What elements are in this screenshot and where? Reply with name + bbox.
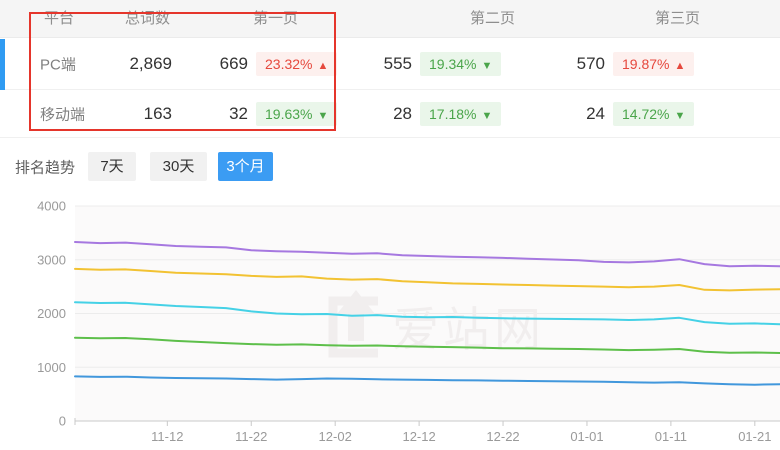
page1-count: 32	[229, 103, 248, 123]
trend-percent: 19.63%	[265, 105, 313, 122]
page2-trend-badge: 17.18% ▼	[420, 101, 502, 126]
page3-trend-badge: 14.72% ▼	[613, 101, 695, 126]
y-axis-tick-label: 1000	[37, 360, 66, 375]
series-line-blue	[74, 375, 780, 386]
y-axis-tick-label: 2000	[37, 306, 66, 321]
series-line-yellow	[74, 267, 780, 292]
x-axis-tick-label: 01-21	[738, 429, 771, 444]
arrow-down-icon: ▼	[481, 59, 493, 72]
page3-count: 24	[586, 103, 605, 123]
y-axis-tick-label: 4000	[37, 199, 66, 214]
page1-count: 669	[219, 53, 248, 73]
series-line-purple	[74, 241, 780, 268]
tab-7-days[interactable]: 7天	[88, 152, 136, 181]
page2-count: 28	[393, 103, 412, 123]
trend-percent: 19.87%	[622, 55, 670, 72]
tab-3-months[interactable]: 3个月	[218, 152, 273, 181]
trend-percent: 14.72%	[622, 105, 670, 122]
y-axis-tick-label: 3000	[37, 252, 66, 267]
arrow-down-icon: ▼	[317, 109, 329, 122]
x-axis-tick-label: 12-22	[486, 429, 519, 444]
table-row-pc[interactable]: PC端 2,869 669 23.32% ▲ 555 19.34% ▼ 570 19…	[0, 38, 780, 90]
series-line-cyan	[74, 301, 780, 326]
arrow-up-icon: ▲	[317, 59, 329, 72]
x-axis-tick-label: 12-02	[319, 429, 352, 444]
arrow-down-icon: ▼	[481, 109, 493, 122]
x-axis-tick-label: 01-01	[570, 429, 603, 444]
x-axis-tick-label: 01-11	[655, 429, 687, 444]
platform-label: PC端	[40, 56, 76, 73]
x-axis-tick-label: 12-12	[402, 429, 435, 444]
series-line-green	[74, 336, 780, 354]
trend-percent: 23.32%	[265, 55, 313, 72]
page1-trend-badge: 19.63% ▼	[256, 101, 338, 126]
col-header-page2: 第二页	[470, 10, 516, 27]
arrow-down-icon: ▼	[674, 109, 686, 122]
rank-trend-label: 排名趋势	[15, 159, 76, 176]
total-words-value: 163	[143, 103, 172, 123]
total-words-value: 2,869	[129, 53, 172, 73]
x-axis-tick-label: 11-22	[235, 429, 267, 444]
platform-label: 移动端	[40, 106, 86, 123]
page2-trend-badge: 19.34% ▼	[420, 51, 502, 76]
y-axis-tick-label: 0	[59, 414, 66, 429]
arrow-up-icon: ▲	[674, 59, 686, 72]
page1-trend-badge: 23.32% ▲	[256, 51, 338, 76]
page3-trend-badge: 19.87% ▲	[613, 51, 695, 76]
x-axis-tick-label: 11-12	[151, 429, 183, 444]
table-row-mobile[interactable]: 移动端 163 32 19.63% ▼ 28 17.18% ▼ 24 14.72% ▼	[0, 90, 780, 138]
col-header-page1: 第一页	[253, 10, 299, 27]
col-header-page3: 第三页	[655, 10, 701, 27]
col-header-platform: 平台	[44, 10, 75, 27]
active-row-indicator	[0, 39, 5, 90]
table-header-row: 平台 总词数 第一页 第二页 第三页	[0, 0, 780, 38]
trend-percent: 17.18%	[429, 105, 477, 122]
tab-30-days[interactable]: 30天	[150, 152, 207, 181]
trend-percent: 19.34%	[429, 55, 477, 72]
trend-chart-area: 0 1000 2000 3000 4000 爱站网 11-12 11-22 12-02 12-12…	[0, 195, 780, 450]
rank-trend-bar: 排名趋势 7天 30天 3个月	[0, 138, 780, 195]
page2-count: 555	[383, 53, 412, 73]
keyword-stats-table: 平台 总词数 第一页 第二页 第三页 PC端 2,869 669 23.32% ▲…	[0, 0, 780, 138]
col-header-total-words: 总词数	[125, 10, 171, 27]
page3-count: 570	[576, 53, 605, 73]
